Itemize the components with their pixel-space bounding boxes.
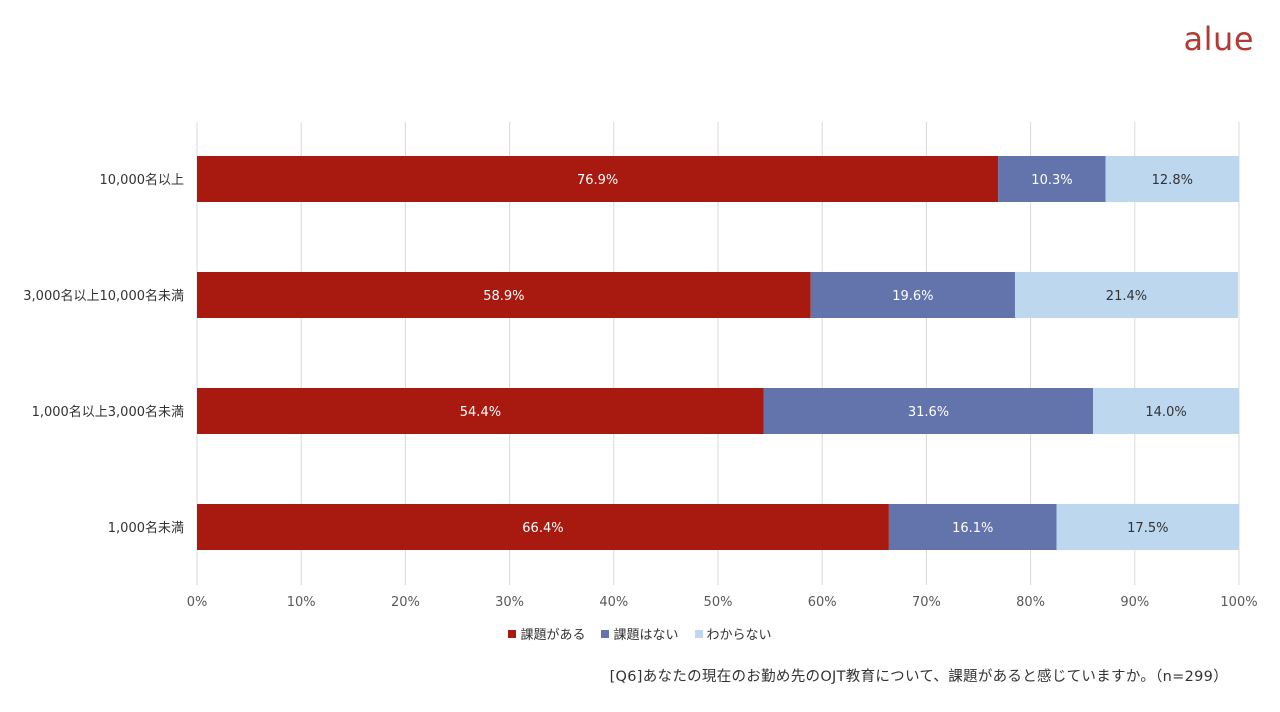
- x-tick-label: 90%: [1120, 595, 1149, 610]
- stacked-bar-chart: 76.9% 10.3% 12.8% 58.9% 19.6% 21.4% 54.4% 31.6%…: [23, 122, 1258, 610]
- legend: 課題がある 課題はない わからない: [0, 624, 1280, 643]
- data-label: 58.9%: [483, 289, 524, 304]
- x-tick-labels: 0% 10% 20% 30% 40% 50% 60% 70% 80% 90% 100%: [187, 595, 1258, 610]
- bars: 76.9% 10.3% 12.8% 58.9% 19.6% 21.4% 54.4% 31.6%…: [197, 156, 1239, 550]
- x-tick-label: 10%: [287, 595, 316, 610]
- x-tick-label: 80%: [1016, 595, 1045, 610]
- bar-segment: [197, 504, 889, 550]
- bar-segment: [810, 272, 1015, 318]
- legend-label: 課題はない: [613, 628, 679, 643]
- x-tick-label: 0%: [187, 595, 208, 610]
- category-label: 1,000名以上3,000名未満: [32, 404, 184, 420]
- bar-segment: [1093, 388, 1239, 434]
- category-labels: 10,000名以上 3,000名以上10,000名未満 1,000名以上3,000名…: [23, 172, 184, 536]
- x-tick-label: 100%: [1220, 595, 1257, 610]
- data-label: 31.6%: [908, 405, 949, 420]
- bar-segment: [888, 504, 1057, 550]
- x-tick-label: 70%: [912, 595, 941, 610]
- x-tick-label: 50%: [704, 595, 733, 610]
- legend-label: わからない: [706, 628, 772, 643]
- data-label: 17.5%: [1127, 521, 1168, 536]
- data-label: 14.0%: [1145, 405, 1186, 420]
- survey-question-note: [Q6]あなたの現在のお勤め先のOJT教育について、課題があると感じていますか。…: [609, 669, 1228, 685]
- x-tick-label: 60%: [808, 595, 837, 610]
- data-label: 54.4%: [460, 405, 501, 420]
- bar-segment: [1105, 156, 1239, 202]
- legend-item: 課題がある: [508, 624, 585, 643]
- legend-swatch: [694, 629, 703, 638]
- x-tick-label: 30%: [495, 595, 524, 610]
- bar-segment: [197, 388, 764, 434]
- data-label: 10.3%: [1031, 173, 1072, 188]
- bar-segment: [998, 156, 1106, 202]
- data-label: 16.1%: [952, 521, 993, 536]
- bar-segment: [1056, 504, 1239, 550]
- category-label: 10,000名以上: [100, 172, 185, 188]
- data-label: 12.8%: [1152, 173, 1193, 188]
- data-label: 19.6%: [892, 289, 933, 304]
- data-label: 66.4%: [522, 521, 563, 536]
- bar-segment: [197, 156, 999, 202]
- data-label: 21.4%: [1106, 289, 1147, 304]
- bar-segment: [1014, 272, 1238, 318]
- x-tick-label: 20%: [391, 595, 420, 610]
- bar-segment: [763, 388, 1094, 434]
- legend-item: 課題はない: [601, 624, 679, 643]
- alue-logo: alue: [1183, 20, 1254, 58]
- legend-swatch: [508, 629, 517, 638]
- data-label: 76.9%: [577, 173, 618, 188]
- bar-segment: [197, 272, 811, 318]
- x-tick-label: 40%: [599, 595, 628, 610]
- legend-item: わからない: [694, 624, 772, 643]
- legend-swatch: [601, 629, 610, 638]
- category-label: 1,000名未満: [108, 520, 184, 536]
- legend-label: 課題がある: [520, 628, 586, 643]
- category-label: 3,000名以上10,000名未満: [23, 288, 184, 304]
